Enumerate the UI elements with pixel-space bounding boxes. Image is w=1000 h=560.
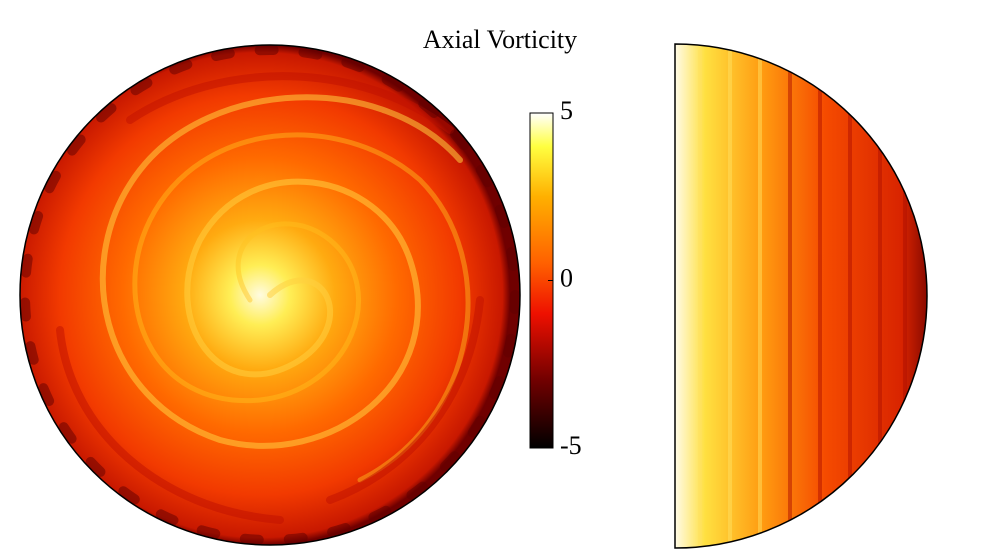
side-view bbox=[674, 43, 928, 549]
tick-label: -5 bbox=[560, 431, 582, 460]
colorbar-ticks: 5 0 -5 bbox=[548, 96, 582, 460]
title: Axial Vorticity bbox=[423, 25, 577, 54]
tick-label: 5 bbox=[560, 96, 573, 125]
tick-label: 0 bbox=[560, 263, 573, 292]
top-view bbox=[19, 44, 521, 546]
